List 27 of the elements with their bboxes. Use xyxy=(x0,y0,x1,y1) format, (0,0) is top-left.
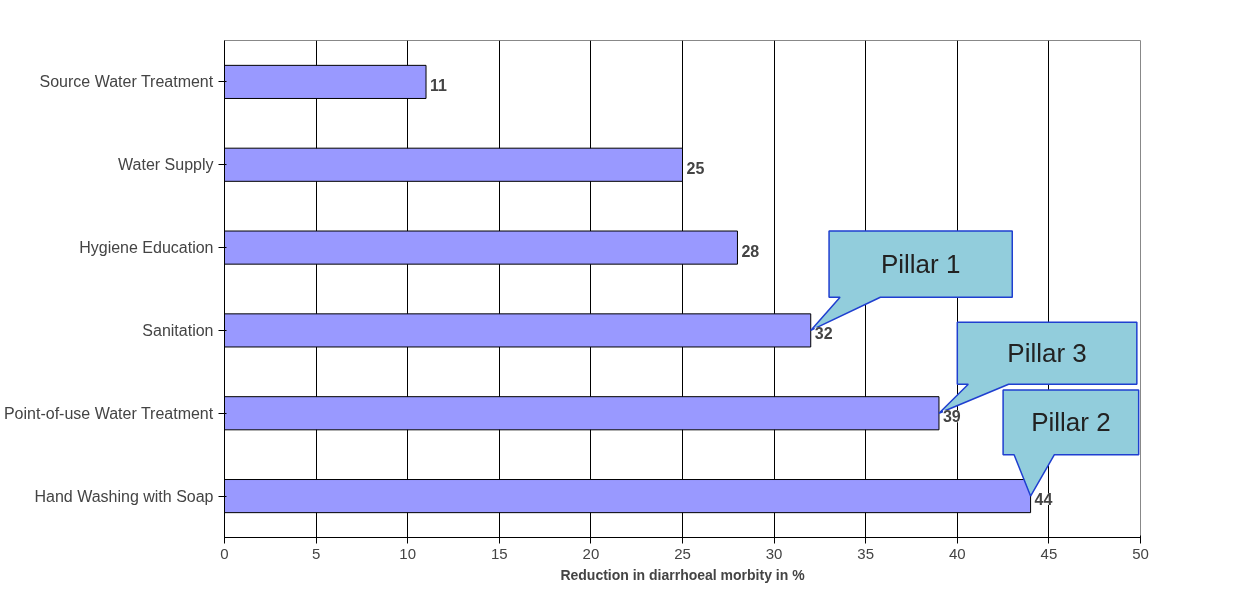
data-label: 28 xyxy=(741,242,760,260)
data-label: 44 xyxy=(1034,491,1053,509)
x-axis-title: Reduction in diarrhoeal morbity in % xyxy=(560,566,806,583)
y-tick-label: Water Supply xyxy=(118,156,214,174)
y-tick-label: Hygiene Education xyxy=(79,239,214,257)
x-tick-label: 40 xyxy=(948,544,966,562)
x-tick-label: 50 xyxy=(1132,544,1149,562)
y-tick-label: Point-of-use Water Treatment xyxy=(3,404,214,422)
x-tick-label: 15 xyxy=(490,544,508,562)
x-tick-label: 0 xyxy=(220,544,229,562)
data-label: 32 xyxy=(814,325,833,343)
y-tick-label: Hand Washing with Soap xyxy=(34,487,214,505)
data-label: 11 xyxy=(430,76,448,94)
y-tick-label: Sanitation xyxy=(142,321,214,339)
data-label: 39 xyxy=(942,408,961,426)
data-label: 25 xyxy=(686,159,705,177)
annotation: Pillar 2 xyxy=(1031,407,1111,438)
annotation: Pillar 3 xyxy=(1007,338,1087,369)
x-tick-label: 25 xyxy=(674,544,691,562)
x-tick-label: 45 xyxy=(1040,544,1058,562)
x-tick-label: 30 xyxy=(765,544,783,562)
x-tick-label: 35 xyxy=(857,544,875,562)
x-tick-label: 10 xyxy=(399,544,417,562)
annotation: Pillar 1 xyxy=(880,249,961,280)
x-tick-label: 5 xyxy=(311,544,321,562)
x-tick-label: 20 xyxy=(582,544,600,562)
y-tick-label: Source Water Treatment xyxy=(39,73,214,91)
